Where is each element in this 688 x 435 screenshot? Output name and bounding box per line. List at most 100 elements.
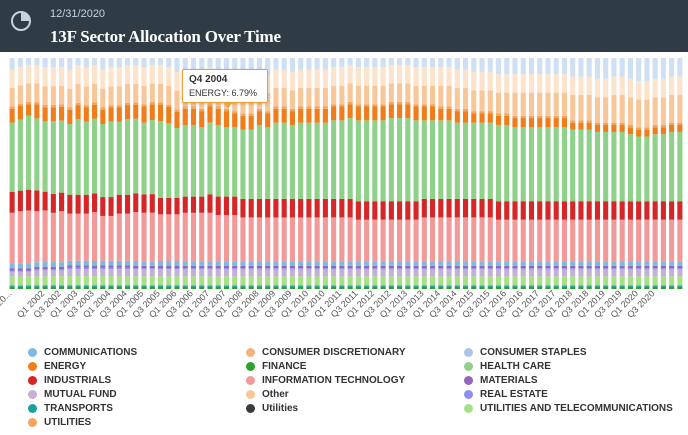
bar-segment[interactable] [298,106,304,109]
bar-segment[interactable] [157,198,164,215]
bar-segment[interactable] [339,58,345,68]
bar-segment[interactable] [471,269,477,277]
bar-segment[interactable] [570,120,576,123]
bar-segment[interactable] [149,286,155,289]
bar-segment[interactable] [256,58,262,72]
bar-segment[interactable] [83,285,89,287]
bar-segment[interactable] [306,58,312,70]
bar-segment[interactable] [17,190,23,212]
bar-segment[interactable] [314,285,320,287]
bar-segment[interactable] [545,127,551,202]
bar-segment[interactable] [182,268,188,270]
bar-segment[interactable] [512,115,518,119]
bar-segment[interactable] [405,268,411,270]
bar-segment[interactable] [570,58,576,77]
bar-segment[interactable] [75,267,81,269]
bar-segment[interactable] [9,285,15,287]
bar-segment[interactable] [462,111,469,123]
bar-segment[interactable] [380,285,386,287]
bar-segment[interactable] [166,276,172,286]
bar-segment[interactable] [92,118,98,194]
bar-segment[interactable] [619,261,625,266]
bar-segment[interactable] [67,58,73,70]
bar-segment[interactable] [298,286,304,289]
bar-segment[interactable] [372,261,378,266]
bar-segment[interactable] [339,286,345,289]
bar-segment[interactable] [660,97,666,125]
bar-segment[interactable] [232,265,238,269]
bar-segment[interactable] [59,276,65,286]
bar-segment[interactable] [190,269,197,277]
bar-segment[interactable] [603,201,609,220]
bar-segment[interactable] [669,124,675,132]
bar-segment[interactable] [83,86,89,106]
bar-segment[interactable] [578,129,584,202]
bar-segment[interactable] [232,286,238,289]
bar-segment[interactable] [256,276,262,286]
bar-segment[interactable] [471,71,477,91]
bar-segment[interactable] [553,286,559,289]
bar-segment[interactable] [669,219,675,262]
bar-segment[interactable] [157,265,164,268]
bar-segment[interactable] [124,58,131,66]
bar-segment[interactable] [553,201,559,220]
bar-segment[interactable] [380,67,386,86]
bar-segment[interactable] [578,219,584,262]
bar-segment[interactable] [364,269,370,277]
bar-segment[interactable] [413,265,419,269]
bar-segment[interactable] [652,265,658,269]
bar-segment[interactable] [174,90,180,110]
bar-segment[interactable] [9,268,15,271]
bar-segment[interactable] [660,276,666,286]
bar-segment[interactable] [528,92,535,116]
bar-segment[interactable] [207,58,213,68]
bar-segment[interactable] [479,111,485,114]
bar-segment[interactable] [520,286,526,289]
bar-segment[interactable] [421,85,427,105]
bar-segment[interactable] [67,276,73,286]
bar-segment[interactable] [578,120,584,123]
bar-segment[interactable] [471,261,477,266]
bar-segment[interactable] [454,88,460,109]
bar-segment[interactable] [100,267,106,269]
bar-segment[interactable] [611,58,617,77]
bar-segment[interactable] [405,269,411,277]
bar-segment[interactable] [67,109,73,124]
bar-segment[interactable] [553,115,559,119]
bar-segment[interactable] [281,122,287,199]
bar-segment[interactable] [471,90,477,112]
bar-segment[interactable] [17,271,23,277]
bar-segment[interactable] [388,104,394,119]
bar-segment[interactable] [92,286,98,289]
bar-segment[interactable] [223,196,230,216]
bar-segment[interactable] [397,285,403,287]
bar-segment[interactable] [124,286,131,289]
bar-segment[interactable] [100,215,106,261]
bar-segment[interactable] [627,268,633,270]
bar-segment[interactable] [92,83,98,103]
bar-segment[interactable] [50,262,56,267]
bar-segment[interactable] [454,217,460,262]
legend-item[interactable]: MUTUAL FUND [28,389,117,400]
bar-segment[interactable] [372,285,378,287]
bar-segment[interactable] [339,285,345,287]
bar-segment[interactable] [603,285,609,287]
bar-segment[interactable] [174,109,180,112]
bar-segment[interactable] [331,285,337,287]
bar-segment[interactable] [545,92,551,116]
bar-segment[interactable] [537,74,543,93]
bar-segment[interactable] [306,269,312,277]
bar-segment[interactable] [298,88,304,107]
bar-segment[interactable] [92,212,98,261]
bar-segment[interactable] [9,69,15,89]
bar-segment[interactable] [141,85,147,105]
bar-segment[interactable] [108,267,114,269]
bar-segment[interactable] [495,124,502,202]
bar-segment[interactable] [240,113,246,116]
bar-segment[interactable] [306,217,312,262]
bar-segment[interactable] [314,286,320,289]
bar-segment[interactable] [594,131,600,202]
bar-segment[interactable] [50,276,56,286]
bar-segment[interactable] [141,104,147,107]
bar-segment[interactable] [42,270,48,277]
